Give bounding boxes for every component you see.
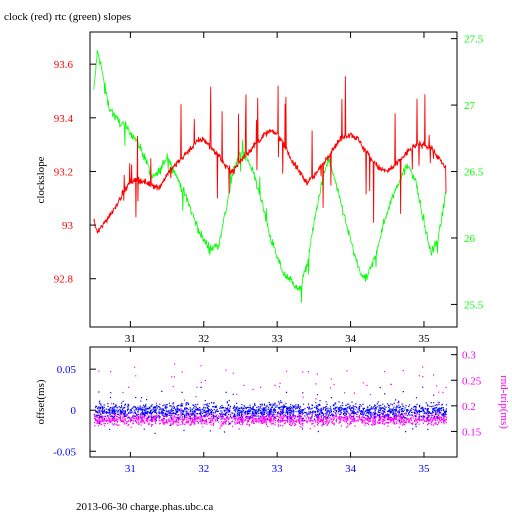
top-x-tick-label: 31 (125, 333, 136, 345)
top-x-tick-label: 34 (345, 333, 357, 345)
bottom-y2-tick-label: 0.25 (462, 375, 482, 387)
top-y2-tick-label: 27.5 (464, 34, 484, 46)
bottom-y2-tick-label: 0.2 (462, 401, 476, 413)
top-y-tick-label: 93.4 (54, 113, 74, 125)
top-y2-tick-label: 27 (464, 100, 476, 112)
top-y-axis-label: clockslope (35, 156, 47, 203)
chart-title: clock (red) rtc (green) slopes (4, 11, 131, 23)
top-x-tick-label: 33 (272, 333, 284, 345)
top-y2-tick-label: 25.5 (464, 299, 484, 311)
footer-label: 2013-06-30 charge.phas.ubc.ca (76, 501, 213, 512)
top-y-tick-label: 93.6 (54, 59, 74, 71)
top-y-tick-label: 93.2 (54, 166, 73, 178)
bottom-plot-frame (89, 346, 458, 458)
bottom-axes: 31 32 33 34 35 -0.05 0 0.05 0.15 0.2 0.25 0.3 (53, 347, 482, 475)
clock-slope-line (93, 76, 447, 234)
bottom-y-tick-label: -0.05 (53, 446, 76, 458)
top-plot-frame (89, 31, 458, 328)
bottom-x-tick-label: 35 (418, 463, 430, 475)
top-x-tick-label: 35 (418, 333, 430, 345)
top-axes: 31 32 33 34 35 92.8 93 93.2 93.4 93.6 25.5 26 26.5 27… (54, 32, 484, 345)
bottom-y-tick-label: 0 (71, 405, 77, 417)
rnd-trip-points (93, 363, 448, 430)
top-y-tick-label: 92.8 (54, 274, 74, 286)
bottom-y2-axis-label: rnd-trip(ms) (498, 375, 510, 429)
top-y2-tick-label: 26.5 (464, 167, 484, 179)
top-x-tick-label: 32 (198, 333, 209, 345)
bottom-panel: 31 32 33 34 35 -0.05 0 0.05 0.15 0.2 0.25 0.3 offse… (35, 346, 510, 475)
bottom-y-tick-label: 0.05 (57, 364, 77, 376)
bottom-data-layer (93, 363, 448, 434)
bottom-x-tick-label: 33 (272, 463, 284, 475)
bottom-x-tick-label: 31 (125, 463, 136, 475)
top-data-layer (93, 49, 447, 303)
bottom-y-axis-label: offset(ms) (35, 379, 47, 424)
bottom-x-tick-label: 32 (198, 463, 209, 475)
offset-points (93, 386, 448, 434)
top-y2-tick-label: 26 (464, 233, 476, 245)
bottom-x-tick-label: 34 (345, 463, 357, 475)
bottom-y2-tick-label: 0.15 (462, 426, 482, 438)
top-y-tick-label: 93 (62, 220, 74, 232)
rtc-slope-line (93, 49, 447, 303)
top-panel: 31 32 33 34 35 92.8 93 93.2 93.4 93.6 25.5 26 26.5 27… (35, 31, 484, 345)
bottom-y2-tick-label: 0.3 (462, 350, 476, 362)
